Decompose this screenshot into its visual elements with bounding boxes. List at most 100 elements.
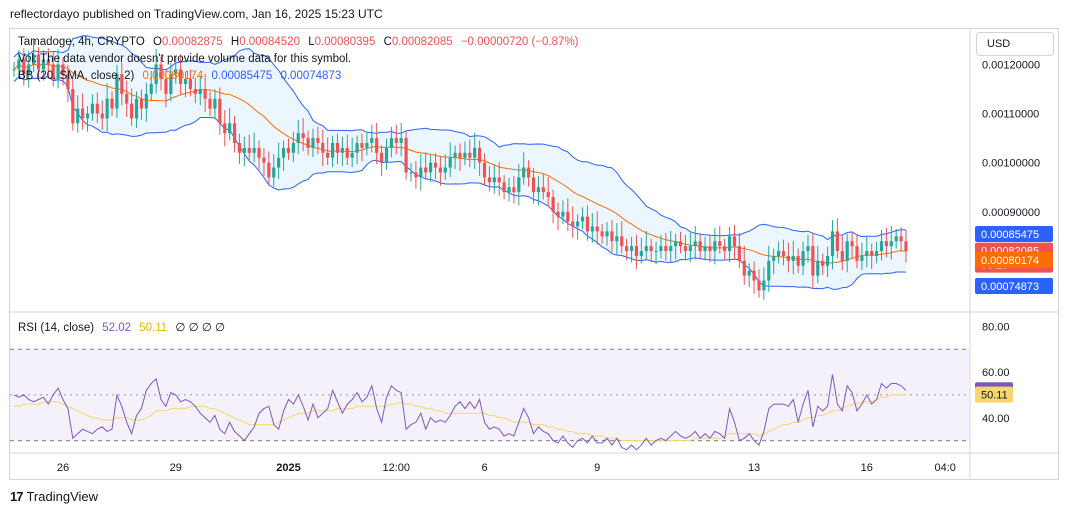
candle [144,93,148,109]
candle [409,172,413,174]
rsi-tick-label: 80.00 [982,321,1010,333]
candle [786,255,790,261]
candle [531,177,536,193]
candle [433,162,438,168]
currency-button[interactable]: USD [976,32,1054,56]
price-label-box [975,225,1053,242]
candle [340,147,344,153]
candle [242,147,246,153]
candle [889,241,893,247]
candle [360,142,364,148]
bb-upper-value: 0.00085475 [211,70,273,82]
candle [884,241,888,247]
candle [703,246,707,252]
candle [17,59,21,70]
candle [404,138,408,173]
candle [41,59,45,70]
candle [286,147,291,153]
price-tick-label: 0.00090000 [982,207,1040,219]
candle [541,187,545,193]
candle [272,167,276,178]
candle [218,98,222,124]
candle [159,64,163,80]
candle [237,142,242,153]
candle [61,64,65,75]
candle [639,251,643,256]
footer-brand[interactable]: 17 TradingView [10,489,98,504]
candle [419,167,423,178]
candle [566,211,570,222]
candle [757,280,761,291]
time-tick-label: 2025 [276,462,300,474]
candle [835,231,839,252]
candle [781,251,786,256]
candle [600,231,604,237]
candle [845,241,849,261]
candle [487,177,491,183]
candle [497,177,501,183]
candle [492,177,496,183]
symbol-label[interactable]: Tamadoge, 4h, CRYPTO [18,36,145,48]
candle [576,221,580,227]
candle [12,69,16,71]
candle [742,260,746,276]
candle [625,246,629,252]
candle [732,236,737,247]
candle [424,167,428,173]
rsi-line [13,374,907,451]
candle [345,147,349,158]
candle [806,246,810,252]
candle [438,167,442,173]
candle [556,211,560,217]
candle [443,167,447,173]
price-label-text: 0.00082085 [981,246,1039,258]
candle [654,251,658,253]
price-label-text: 0.00074873 [981,281,1039,293]
candle [507,187,511,193]
time-tick-label: 9 [594,462,600,474]
candle [830,231,835,256]
candle [865,251,869,256]
candle [551,197,555,212]
candle [198,88,202,94]
legend-rsi: RSI (14, close) 52.02 50.11 ∅ ∅ ∅ ∅ [18,320,230,334]
candle [311,138,315,148]
candle [262,157,266,163]
candle [203,88,207,99]
price-label-text: 0.00080174 [981,255,1039,267]
candle [546,192,550,198]
candle [429,162,433,173]
candle [468,152,472,158]
candle [811,246,815,276]
candle [634,246,639,256]
candle [149,84,153,94]
candle [384,147,389,163]
candle [115,74,119,109]
rsi-value-box [975,386,1013,403]
candle [252,147,256,153]
candle [321,142,325,153]
bb-label[interactable]: BB (20, SMA, close, 2) [18,70,135,82]
candle [664,246,668,252]
candle [801,251,805,266]
candle [727,236,732,252]
candle [335,142,340,153]
candle [169,74,173,94]
candle [527,167,531,178]
candle [723,246,727,252]
rsi-ma-value: 50.11 [139,322,168,334]
candle [899,236,903,242]
candle [708,246,712,252]
candle [453,152,457,158]
rsi-label[interactable]: RSI (14, close) [18,322,95,334]
candle [174,69,178,75]
candle [875,251,879,256]
candle [629,246,634,252]
candle [355,142,359,153]
candle [125,93,129,104]
candle [90,103,95,114]
candle [615,236,619,242]
candle [22,59,26,75]
candle [120,74,124,94]
